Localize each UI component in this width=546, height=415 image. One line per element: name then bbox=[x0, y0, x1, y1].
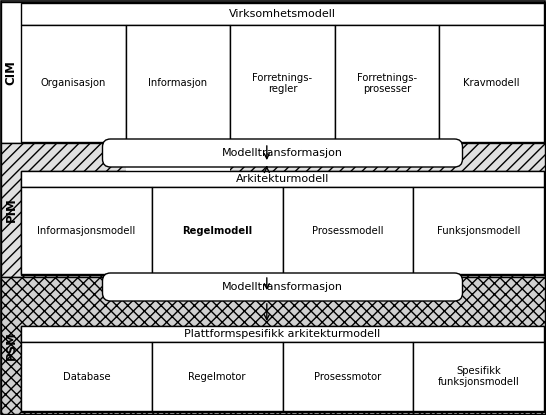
Bar bbox=[440, 25, 544, 142]
Text: Prosessmotor: Prosessmotor bbox=[314, 371, 382, 381]
Text: PSM: PSM bbox=[4, 331, 17, 360]
Bar bbox=[152, 342, 282, 411]
Text: Plattformspesifikk arkitekturmodell: Plattformspesifikk arkitekturmodell bbox=[185, 329, 381, 339]
Bar bbox=[21, 342, 152, 411]
Bar bbox=[1, 143, 545, 277]
Text: Spesifikk
funksjonsmodell: Spesifikk funksjonsmodell bbox=[438, 366, 519, 387]
Bar bbox=[126, 25, 230, 142]
Bar bbox=[21, 25, 126, 142]
Bar bbox=[413, 187, 544, 274]
Text: Prosessmodell: Prosessmodell bbox=[312, 225, 384, 235]
Bar bbox=[21, 326, 544, 342]
Bar bbox=[126, 143, 230, 277]
Text: Organisasjon: Organisasjon bbox=[40, 78, 106, 88]
Text: Database: Database bbox=[63, 371, 110, 381]
Bar bbox=[282, 187, 413, 274]
Text: Informasjon: Informasjon bbox=[149, 78, 207, 88]
Text: Informasjonsmodell: Informasjonsmodell bbox=[37, 225, 135, 235]
Bar bbox=[1, 277, 545, 414]
Text: Virksomhetsmodell: Virksomhetsmodell bbox=[229, 9, 336, 19]
Text: Modelltransformasjon: Modelltransformasjon bbox=[222, 282, 343, 292]
Text: Modelltransformasjon: Modelltransformasjon bbox=[222, 148, 343, 158]
Text: CIM: CIM bbox=[4, 60, 17, 85]
Bar bbox=[1, 2, 545, 143]
Text: Forretnings-
prosesser: Forretnings- prosesser bbox=[357, 73, 417, 94]
FancyBboxPatch shape bbox=[103, 273, 462, 301]
Text: Funksjonsmodell: Funksjonsmodell bbox=[437, 225, 520, 235]
Text: Arkitekturmodell: Arkitekturmodell bbox=[236, 174, 329, 184]
Bar bbox=[230, 25, 335, 142]
Bar bbox=[21, 171, 544, 275]
Bar bbox=[152, 187, 282, 274]
Text: Regelmodell: Regelmodell bbox=[182, 225, 252, 235]
Bar bbox=[21, 171, 544, 187]
Text: Regelmotor: Regelmotor bbox=[188, 371, 246, 381]
Bar bbox=[21, 187, 152, 274]
Bar bbox=[21, 3, 544, 25]
Text: Kravmodell: Kravmodell bbox=[464, 78, 520, 88]
Text: PIM: PIM bbox=[4, 198, 17, 222]
FancyBboxPatch shape bbox=[103, 139, 462, 167]
Bar bbox=[413, 342, 544, 411]
Bar bbox=[282, 342, 413, 411]
Bar bbox=[21, 326, 544, 412]
Bar bbox=[335, 25, 440, 142]
Text: Forretnings-
regler: Forretnings- regler bbox=[252, 73, 312, 94]
